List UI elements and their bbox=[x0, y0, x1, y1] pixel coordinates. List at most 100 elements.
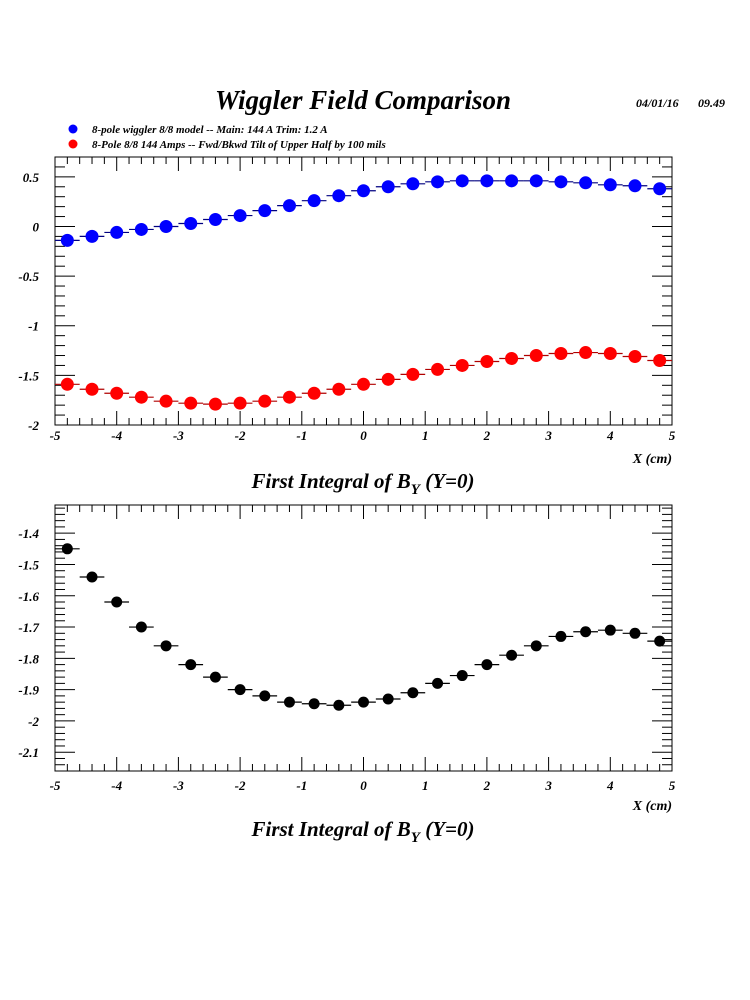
data-point bbox=[480, 174, 494, 188]
data-point bbox=[455, 358, 469, 372]
x-axis-title: X (cm) bbox=[632, 452, 672, 467]
data-point bbox=[432, 677, 444, 689]
y-tick-label: -1 bbox=[28, 319, 39, 334]
data-point bbox=[530, 640, 542, 652]
data-point bbox=[629, 627, 641, 639]
data-point bbox=[134, 390, 148, 404]
data-point bbox=[554, 347, 568, 361]
data-point bbox=[381, 180, 395, 194]
data-point bbox=[529, 349, 543, 363]
data-point bbox=[86, 571, 98, 583]
data-point bbox=[628, 179, 642, 193]
data-point bbox=[85, 382, 99, 396]
data-point bbox=[455, 174, 469, 188]
data-point bbox=[382, 693, 394, 705]
data-point bbox=[111, 596, 123, 608]
y-tick-label: -0.5 bbox=[18, 269, 39, 284]
panel-subtitle: First Integral of BY (Y=0) bbox=[251, 817, 475, 846]
data-point bbox=[506, 649, 518, 661]
data-point bbox=[653, 353, 667, 367]
x-tick-label: -1 bbox=[296, 778, 307, 793]
y-tick-label: -2 bbox=[28, 418, 39, 433]
data-point bbox=[332, 189, 346, 203]
data-point bbox=[282, 390, 296, 404]
data-point bbox=[208, 213, 222, 227]
y-tick-label: -1.7 bbox=[18, 620, 39, 635]
data-point bbox=[307, 386, 321, 400]
data-point bbox=[160, 640, 172, 652]
data-point bbox=[654, 635, 666, 647]
series-1 bbox=[55, 346, 672, 411]
x-tick-label: 2 bbox=[483, 778, 491, 793]
plot-frame bbox=[54, 504, 673, 772]
legend-marker-red bbox=[68, 139, 78, 149]
x-tick-label: -3 bbox=[173, 428, 184, 443]
y-tick-label: -1.6 bbox=[18, 589, 39, 604]
series-0 bbox=[55, 174, 672, 247]
data-point bbox=[580, 626, 592, 638]
x-tick-label: 1 bbox=[422, 428, 429, 443]
x-tick-label: -1 bbox=[296, 428, 307, 443]
data-point bbox=[357, 184, 370, 198]
x-tick-label: -4 bbox=[111, 778, 122, 793]
data-point bbox=[307, 194, 321, 208]
data-point bbox=[110, 386, 124, 400]
data-point bbox=[60, 377, 74, 391]
x-tick-label: 5 bbox=[669, 428, 676, 443]
data-point bbox=[431, 175, 445, 189]
data-point bbox=[233, 396, 247, 410]
y-tick-label: -2.1 bbox=[18, 745, 39, 760]
data-point bbox=[480, 354, 494, 368]
data-point bbox=[381, 372, 395, 386]
y-tick-label: -1.4 bbox=[18, 526, 39, 541]
data-point bbox=[85, 229, 99, 243]
x-tick-label: -3 bbox=[173, 778, 184, 793]
legend-marker-blue bbox=[68, 124, 78, 134]
data-point bbox=[308, 698, 320, 710]
data-point bbox=[456, 670, 468, 682]
data-point bbox=[406, 367, 420, 381]
data-point bbox=[357, 377, 370, 391]
y-tick-label: -1.9 bbox=[18, 683, 39, 698]
data-point bbox=[358, 696, 369, 708]
data-point bbox=[185, 659, 197, 671]
data-point bbox=[258, 394, 272, 408]
x-axis-title: X (cm) bbox=[632, 799, 672, 814]
legend-label-blue: 8-pole wiggler 8/8 model -- Main: 144 A … bbox=[92, 124, 328, 136]
data-point bbox=[283, 696, 295, 708]
chart-title: Wiggler Field Comparison bbox=[215, 85, 511, 115]
data-point bbox=[110, 225, 124, 239]
legend: 8-pole wiggler 8/8 model -- Main: 144 A … bbox=[68, 124, 386, 151]
data-point bbox=[134, 222, 148, 236]
x-tick-label: 4 bbox=[606, 428, 614, 443]
x-tick-label: 0 bbox=[360, 778, 367, 793]
data-point bbox=[604, 624, 616, 636]
x-tick-label: -5 bbox=[50, 428, 61, 443]
y-tick-label: -1.5 bbox=[18, 557, 39, 572]
data-point bbox=[579, 346, 593, 360]
y-tick-label: 0.5 bbox=[23, 170, 40, 185]
data-point bbox=[135, 621, 147, 633]
top-panel: -5 -4 -3 -2 -1 0 1 2 3 4 5 0.5 0 -0.5 -1 -1.5 -2 X (cm) Fi… bbox=[18, 156, 676, 498]
x-tick-label: -4 bbox=[111, 428, 122, 443]
data-point bbox=[234, 684, 246, 696]
data-point bbox=[208, 397, 222, 411]
series-0 bbox=[55, 543, 672, 711]
time-stamp: 09.49 bbox=[698, 96, 725, 110]
data-point bbox=[529, 174, 543, 188]
y-tick-label: -1.5 bbox=[18, 368, 39, 383]
data-point bbox=[159, 394, 173, 408]
x-tick-label: 4 bbox=[606, 778, 614, 793]
data-point bbox=[653, 182, 667, 196]
data-point bbox=[505, 351, 519, 365]
data-point bbox=[407, 687, 419, 699]
data-point bbox=[259, 690, 271, 702]
data-point bbox=[628, 350, 642, 364]
x-tick-label: 1 bbox=[422, 778, 429, 793]
x-tick-label: -2 bbox=[235, 778, 246, 793]
date-stamp: 04/01/16 bbox=[636, 96, 679, 110]
data-point bbox=[282, 199, 296, 213]
data-point bbox=[431, 362, 445, 376]
legend-label-red: 8-Pole 8/8 144 Amps -- Fwd/Bkwd Tilt of … bbox=[92, 139, 386, 151]
